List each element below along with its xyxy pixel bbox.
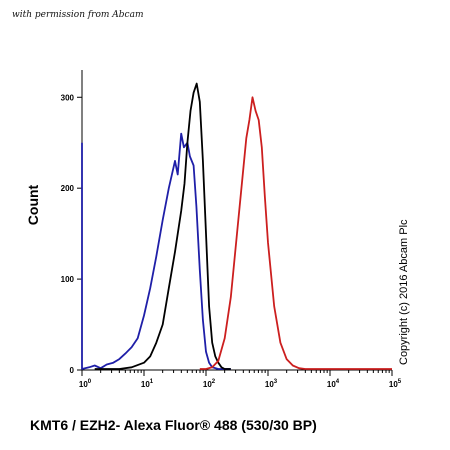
plot-area: 0 100 200 300 100 101 102 103 104 105 [61,70,402,389]
histogram-series-3 [199,96,392,370]
y-tick-label: 100 [61,275,75,284]
y-tick-label: 0 [70,366,75,375]
series-layer [81,82,392,370]
y-tick-label: 300 [61,93,75,102]
x-axis-label: KMT6 / EZH2- Alexa Fluor® 488 (530/30 BP… [30,417,317,433]
x-tick-label: 105 [389,379,402,389]
x-tick-label: 101 [141,379,154,389]
y-ticks: 0 100 200 300 [61,93,82,375]
x-tick-label: 100 [79,379,92,389]
histogram-series-1 [81,132,231,370]
histogram-series-2 [94,82,231,370]
x-tick-label: 103 [265,379,278,389]
x-tick-label: 104 [327,379,340,389]
y-tick-label: 200 [61,184,75,193]
x-ticks: 100 101 102 103 104 105 [79,370,402,389]
copyright-notice: Copyright (c) 2016 Abcam Plc [398,219,410,365]
y-axis-label: Count [25,184,41,225]
permission-watermark: with permission from Abcam [12,10,144,20]
x-tick-label: 102 [203,379,216,389]
